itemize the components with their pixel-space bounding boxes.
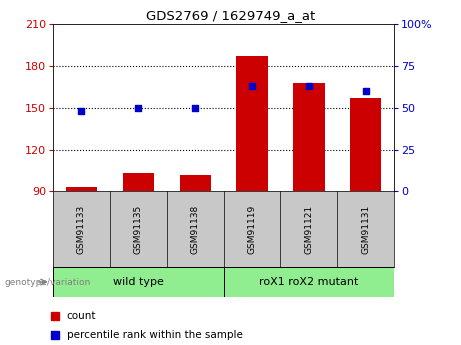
Bar [236,56,268,191]
Bar [53,267,224,297]
Bar [66,187,97,191]
Bar [350,98,381,191]
Text: GSM91131: GSM91131 [361,205,370,254]
Text: percentile rank within the sample: percentile rank within the sample [67,330,243,339]
Text: GSM91133: GSM91133 [77,205,86,254]
Text: GSM91119: GSM91119 [248,205,256,254]
Bar [293,83,325,191]
Text: GDS2769 / 1629749_a_at: GDS2769 / 1629749_a_at [146,9,315,22]
Point [78,108,85,114]
Point [362,88,369,94]
Bar [224,267,394,297]
Point [248,83,256,89]
Text: GSM91138: GSM91138 [191,205,200,254]
Text: wild type: wild type [113,277,164,287]
Text: roX1 roX2 mutant: roX1 roX2 mutant [259,277,359,287]
Text: GSM91135: GSM91135 [134,205,143,254]
Text: genotype/variation: genotype/variation [5,277,91,287]
Point [191,105,199,110]
Bar [123,173,154,191]
Text: GSM91121: GSM91121 [304,205,313,254]
Text: count: count [67,311,96,321]
Point [135,105,142,110]
Point [305,83,313,89]
Bar [179,175,211,191]
